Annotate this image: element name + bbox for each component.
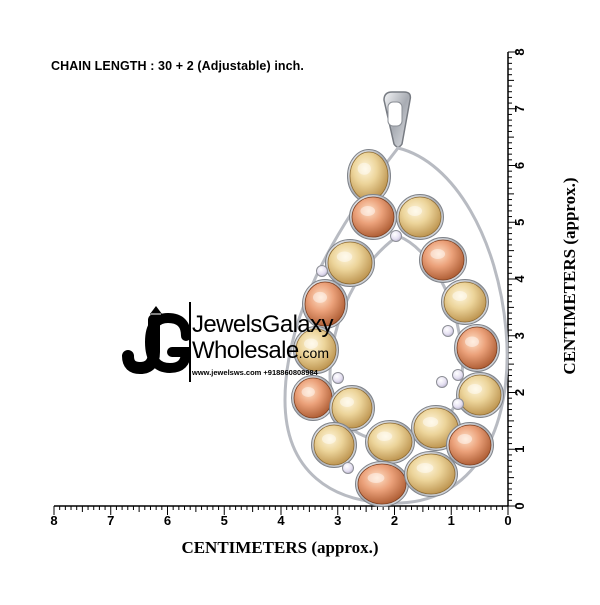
peach-crystal-stone xyxy=(304,281,346,327)
stone-highlight xyxy=(313,291,327,303)
stone-highlight xyxy=(360,206,376,216)
y-tick-label: 3 xyxy=(512,332,527,339)
gold-crystal-stone xyxy=(313,424,355,466)
x-tick-label: 3 xyxy=(334,513,341,528)
y-tick-label: 5 xyxy=(512,219,527,226)
x-tick-label: 4 xyxy=(277,513,285,528)
brand-name-line1: JewelsGalaxy xyxy=(192,311,333,338)
accent-crystal xyxy=(332,372,344,384)
gold-crystal-stone xyxy=(398,196,442,238)
stone-highlight xyxy=(457,434,473,444)
stone-highlight xyxy=(322,434,336,444)
stone-highlight xyxy=(340,397,354,407)
stone-highlight xyxy=(301,387,315,397)
accent-crystal xyxy=(452,369,464,381)
brand-contact: www.jewelsws.com +918860808984 xyxy=(192,368,318,377)
accent-crystal xyxy=(342,462,354,474)
x-tick-label: 1 xyxy=(448,513,455,528)
x-tick-label: 8 xyxy=(50,513,57,528)
crystal-stones xyxy=(291,149,504,507)
x-tick-label: 5 xyxy=(221,513,228,528)
gold-crystal-stone xyxy=(295,328,337,372)
x-axis-label: CENTIMETERS (approx.) xyxy=(181,538,379,557)
stone-highlight xyxy=(452,291,468,301)
brand-logo-icon xyxy=(122,306,192,375)
bail-hole xyxy=(387,101,403,127)
stone-highlight xyxy=(304,338,318,349)
pendant-frame-outer xyxy=(283,146,509,505)
peach-crystal-stone xyxy=(357,463,407,505)
y-tick-label: 6 xyxy=(512,162,527,169)
y-tick-label: 1 xyxy=(512,446,527,453)
gold-crystal-stone xyxy=(327,241,373,285)
stone-highlight xyxy=(422,417,439,427)
accent-crystals xyxy=(316,230,464,474)
peach-crystal-stone xyxy=(293,377,333,419)
x-tick-label: 0 xyxy=(504,513,511,528)
brand-name-line2: Wholesale.com xyxy=(192,338,333,366)
brand-name-wholesale: Wholesale xyxy=(192,337,299,364)
peach-crystal-stone xyxy=(421,239,465,281)
stone-highlight xyxy=(367,473,385,483)
accent-crystal xyxy=(452,398,464,410)
x-tick-label: 2 xyxy=(391,513,398,528)
pendant xyxy=(283,91,509,507)
accent-crystal xyxy=(436,376,448,388)
brand-name-suffix: .com xyxy=(298,345,329,361)
stone-highlight xyxy=(336,251,353,262)
x-axis: 8 7 6 5 4 3 2 1 0 xyxy=(50,505,512,528)
y-axis-label: CENTIMETERS (approx.) xyxy=(560,177,579,375)
peach-crystal-stone xyxy=(456,326,498,370)
x-tick-label: 6 xyxy=(164,513,171,528)
y-tick-label: 2 xyxy=(512,389,527,396)
gold-crystal-stone xyxy=(367,422,413,462)
stone-highlight xyxy=(467,384,483,394)
stone-highlight xyxy=(416,463,434,473)
brand-watermark: JewelsGalaxy Wholesale.com www.jewelsws.… xyxy=(192,311,333,378)
watermark-divider xyxy=(189,302,191,382)
y-tick-label: 0 xyxy=(512,502,527,509)
gold-crystal-stone xyxy=(443,281,487,323)
peach-crystal-stone xyxy=(448,424,492,466)
gold-crystal-stone xyxy=(458,374,502,416)
stone-highlight xyxy=(465,336,479,347)
y-axis: 8 7 6 5 4 3 2 1 0 xyxy=(507,48,527,510)
x-tick-label: 7 xyxy=(107,513,114,528)
accent-crystal xyxy=(390,230,402,242)
gold-crystal-stone xyxy=(406,453,456,495)
y-tick-label: 4 xyxy=(512,275,527,283)
stone-highlight xyxy=(376,431,393,442)
gold-crystal-stone xyxy=(349,151,389,201)
y-tick-label: 7 xyxy=(512,105,527,112)
gold-crystal-stone xyxy=(331,387,373,429)
chain-length-note: CHAIN LENGTH : 30 + 2 (Adjustable) inch. xyxy=(51,59,304,73)
stone-highlight xyxy=(430,249,446,259)
accent-crystal xyxy=(442,325,454,337)
stone-highlight xyxy=(357,162,371,175)
peach-crystal-stone xyxy=(351,196,395,238)
accent-crystal xyxy=(316,265,328,277)
y-tick-label: 8 xyxy=(512,48,527,55)
stone-highlight xyxy=(407,206,423,216)
